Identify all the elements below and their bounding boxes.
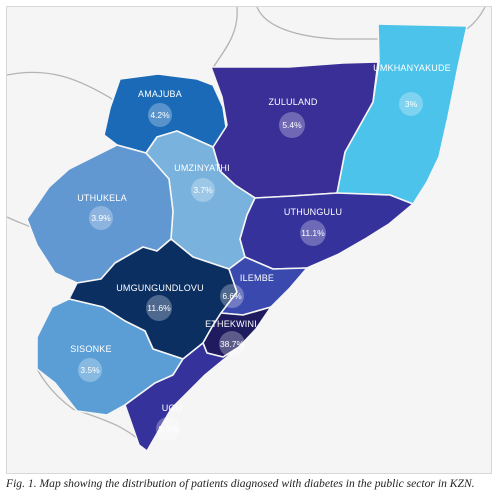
region-name: ETHEKWINI bbox=[205, 319, 257, 329]
region-name: SISONKE bbox=[70, 344, 111, 354]
border-line bbox=[466, 7, 486, 30]
map-frame: UMKHANYAKUDE 3% ZULULAND 5.4% AMAJUBA 4.… bbox=[6, 6, 492, 474]
region-name: ZULULAND bbox=[268, 97, 317, 107]
label-group-ugu: UGU 8.3% bbox=[156, 403, 182, 441]
figure-caption: Fig. 1. Map showing the distribution of … bbox=[6, 477, 475, 490]
border-line bbox=[211, 7, 238, 70]
region-name: UTHUKELA bbox=[77, 193, 127, 203]
label-group-umkhanyakude: UMKHANYAKUDE 3% bbox=[373, 63, 451, 116]
label-group-ilembe: ILEMBE 6.6% bbox=[220, 273, 274, 308]
label-group-umzinyathi: UMZINYATHI 3.7% bbox=[174, 163, 230, 202]
value-bubble bbox=[279, 112, 305, 138]
value-bubble bbox=[191, 178, 215, 202]
value-bubble bbox=[78, 358, 102, 382]
region-name: AMAJUBA bbox=[138, 89, 182, 99]
region-ugu[interactable] bbox=[124, 342, 240, 452]
region-value: 11.1% bbox=[301, 228, 325, 238]
region-value: 3.5% bbox=[80, 365, 100, 375]
region-value: 8.3% bbox=[158, 424, 178, 434]
label-group-umgungundlovu: UMGUNGUNDLOVU 11.6% bbox=[116, 283, 204, 321]
region-value: 11.6% bbox=[147, 303, 171, 313]
region-value: 3% bbox=[405, 99, 418, 109]
region-value: 6.6% bbox=[222, 291, 242, 301]
region-value: 5.4% bbox=[282, 120, 302, 130]
label-group-uthungulu: UTHUNGULU 11.1% bbox=[284, 207, 342, 246]
border-line bbox=[36, 368, 148, 448]
region-value: 3.9% bbox=[91, 213, 111, 223]
region-name: UTHUNGULU bbox=[284, 207, 342, 217]
region-name: UMGUNGUNDLOVU bbox=[116, 283, 204, 293]
region-value: 4.2% bbox=[150, 110, 170, 120]
value-bubble bbox=[146, 295, 172, 321]
border-line bbox=[256, 7, 379, 40]
region-ilembe[interactable] bbox=[220, 256, 308, 316]
label-group-amajuba: AMAJUBA 4.2% bbox=[138, 89, 182, 127]
region-name: ILEMBE bbox=[240, 273, 274, 283]
value-bubble bbox=[148, 103, 172, 127]
value-bubble bbox=[220, 284, 244, 308]
value-bubble bbox=[300, 220, 326, 246]
value-bubble bbox=[399, 92, 423, 116]
region-value: 3.7% bbox=[193, 185, 213, 195]
region-name: UGU bbox=[162, 403, 183, 413]
region-uthungulu[interactable] bbox=[239, 192, 414, 270]
region-value: 38.7% bbox=[220, 339, 245, 349]
value-bubble bbox=[89, 206, 113, 230]
value-bubble bbox=[219, 331, 245, 357]
label-group-ethekwini: ETHEKWINI 38.7% bbox=[205, 319, 257, 357]
border-line bbox=[7, 71, 118, 103]
kzn-map: UMKHANYAKUDE 3% ZULULAND 5.4% AMAJUBA 4.… bbox=[7, 7, 486, 452]
label-group-zululand: ZULULAND 5.4% bbox=[268, 97, 318, 138]
label-group-uthukela: UTHUKELA 3.9% bbox=[77, 193, 127, 230]
region-name: UMZINYATHI bbox=[174, 163, 230, 173]
value-bubble bbox=[156, 417, 180, 441]
region-name: UMKHANYAKUDE bbox=[373, 63, 451, 73]
label-group-sisonke: SISONKE 3.5% bbox=[70, 344, 112, 382]
